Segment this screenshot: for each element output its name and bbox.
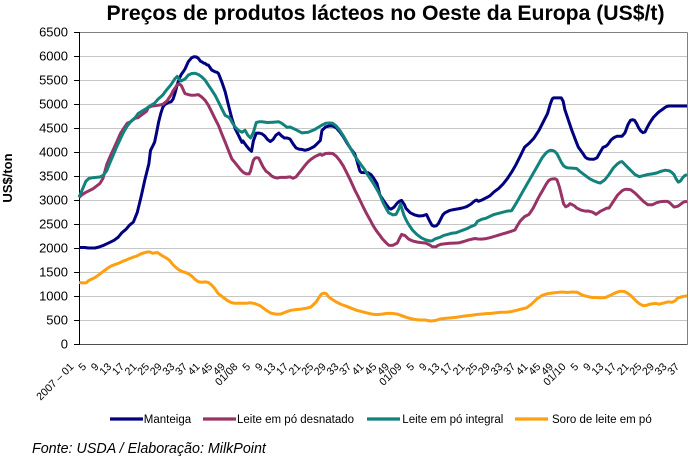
svg-text:Preços de produtos lácteos no: Preços de produtos lácteos no Oeste da E…	[106, 2, 664, 25]
svg-text:2000: 2000	[39, 241, 68, 256]
svg-text:US$/ton: US$/ton	[0, 153, 15, 202]
svg-text:0: 0	[61, 337, 68, 352]
svg-text:3000: 3000	[39, 193, 68, 208]
svg-text:4000: 4000	[39, 145, 68, 160]
svg-text:Fonte: USDA / Elaboração: Milk: Fonte: USDA / Elaboração: MilkPoint	[32, 441, 267, 457]
svg-text:6000: 6000	[39, 49, 68, 64]
svg-text:1500: 1500	[39, 265, 68, 280]
svg-text:2500: 2500	[39, 217, 68, 232]
svg-text:500: 500	[46, 313, 68, 328]
svg-text:5500: 5500	[39, 73, 68, 88]
svg-text:5000: 5000	[39, 97, 68, 112]
svg-text:6500: 6500	[39, 25, 68, 40]
svg-text:1000: 1000	[39, 289, 68, 304]
svg-text:Leite em pó integral: Leite em pó integral	[402, 414, 503, 426]
svg-text:Leite em pó desnatado: Leite em pó desnatado	[237, 414, 354, 426]
svg-text:4500: 4500	[39, 121, 68, 136]
svg-text:Soro de leite em pó: Soro de leite em pó	[552, 414, 652, 426]
svg-text:3500: 3500	[39, 169, 68, 184]
svg-text:Manteiga: Manteiga	[144, 414, 192, 426]
